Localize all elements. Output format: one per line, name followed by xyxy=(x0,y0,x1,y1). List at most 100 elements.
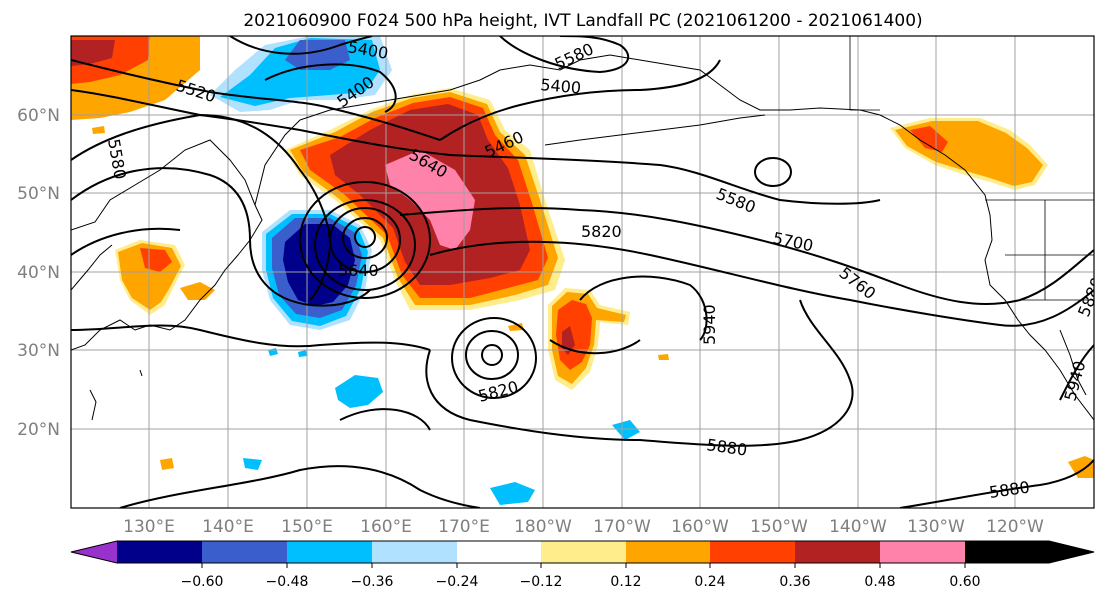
lon-label: 130°E xyxy=(123,517,175,537)
shade-sw-orange-2 xyxy=(508,323,524,331)
low-ring-4 xyxy=(314,199,417,291)
contour-5880-d xyxy=(899,459,1094,508)
shade-sub-blue-2 xyxy=(490,482,535,505)
contour-5760 xyxy=(71,227,181,256)
lon-label: 140°E xyxy=(202,517,254,537)
contour-5400-c xyxy=(499,36,630,74)
colorbar-tick-label: −0.60 xyxy=(181,574,224,590)
colorbar-cell-0 xyxy=(71,541,117,563)
shade-japan-red xyxy=(140,248,172,272)
colorbar-cell-8 xyxy=(710,541,795,563)
contour-label: 5640 xyxy=(338,261,379,280)
contour-5580-mid xyxy=(299,129,881,205)
shade-sub-blue-3 xyxy=(612,420,640,440)
colorbar-cell-4 xyxy=(372,541,457,563)
contour-5940 xyxy=(579,275,708,341)
colorbar-tick-label: 0.48 xyxy=(864,574,895,590)
colorbar-cell-1 xyxy=(117,541,202,563)
high-ring-3 xyxy=(451,317,538,399)
colorbar-tick-label: 0.36 xyxy=(779,574,810,590)
longitude-labels: 130°E 140°E 150°E 160°E 170°E 180°W 170°… xyxy=(123,517,1044,537)
colorbar-tick-label: −0.12 xyxy=(520,574,563,590)
colorbar-cell-7 xyxy=(626,541,710,563)
contour-5940-east xyxy=(1059,344,1094,401)
low-ring-2 xyxy=(342,217,389,259)
high-ring-4 xyxy=(754,157,793,187)
shade-sub-blue-4 xyxy=(243,458,262,470)
map-frame xyxy=(70,35,1095,509)
contour-5520 xyxy=(71,59,441,141)
lon-label: 160°W xyxy=(671,517,729,537)
colorbar-cell-11 xyxy=(965,541,1094,563)
shade-nw-patch xyxy=(92,126,105,134)
lon-label: 120°W xyxy=(986,517,1044,537)
lat-label: 30°N xyxy=(17,341,60,361)
map-panel: 5400 5520 5400 5580 5400 5580 5460 5640 … xyxy=(70,35,1095,509)
contour-5640 xyxy=(71,113,332,301)
lon-label: 140°W xyxy=(829,517,887,537)
contour-5820-south xyxy=(549,339,641,355)
colorbar-tick-labels: −0.60 −0.48 −0.36 −0.24 −0.12 0.12 0.24 … xyxy=(181,574,981,590)
contour-5880-a xyxy=(429,240,1094,327)
lat-label: 60°N xyxy=(17,106,60,126)
latitude-labels: 60°N 50°N 40°N 30°N 20°N xyxy=(17,106,60,440)
contour-label: 5400 xyxy=(540,75,582,97)
shade-main-pink xyxy=(385,150,475,250)
lon-label: 130°W xyxy=(907,517,965,537)
high-ring-2 xyxy=(465,330,520,380)
shade-sub-blue-1 xyxy=(335,375,383,408)
ivt-shading xyxy=(71,36,1094,505)
low-ring-3 xyxy=(329,207,402,273)
colorbar-cell-10 xyxy=(880,541,965,563)
colorbar-tick-label: 0.60 xyxy=(949,574,980,590)
colorbar-cell-9 xyxy=(795,541,880,563)
colorbar-ticks xyxy=(201,563,966,568)
colorbar-cell-5 xyxy=(457,541,541,563)
contour-label: 5940 xyxy=(700,304,719,345)
colorbar xyxy=(70,540,1095,564)
colorbar-tick-label: −0.48 xyxy=(266,574,309,590)
contour-5820-sw xyxy=(339,408,431,431)
shade-nw-darkred xyxy=(71,40,115,66)
colorbar-cell-3 xyxy=(287,541,372,563)
contour-5880-sw xyxy=(119,465,481,508)
shade-ne-red xyxy=(910,126,948,152)
lat-label: 50°N xyxy=(17,184,60,204)
lon-label: 170°W xyxy=(593,517,651,537)
lat-label: 40°N xyxy=(17,263,60,283)
low-ring-1 xyxy=(354,226,377,248)
colorbar-cell-2 xyxy=(202,541,287,563)
contour-5400-b xyxy=(264,63,397,113)
colorbar-tick-label: 0.12 xyxy=(610,574,641,590)
contour-5700 xyxy=(71,167,371,307)
lon-label: 160°E xyxy=(360,517,412,537)
high-ring-1 xyxy=(481,344,504,366)
lon-label: 180°W xyxy=(514,517,572,537)
colorbar-tick-label: 0.24 xyxy=(694,574,725,590)
lon-label: 150°W xyxy=(750,517,808,537)
colorbar-tick-label: −0.36 xyxy=(351,574,394,590)
colorbar-tick-label: −0.24 xyxy=(436,574,479,590)
contour-5880-c xyxy=(425,299,854,447)
contour-5460 xyxy=(439,59,721,141)
contour-label: 5820 xyxy=(581,222,622,241)
shade-sw-orange-3 xyxy=(658,354,669,360)
lon-label: 150°E xyxy=(281,517,333,537)
graticule xyxy=(71,36,1094,508)
low-ring-5 xyxy=(299,181,432,299)
contour-5400-a xyxy=(229,36,373,55)
height-contours xyxy=(71,36,1094,508)
contour-5820 xyxy=(399,206,1094,305)
figure-title: 2021060900 F024 500 hPa height, IVT Land… xyxy=(243,11,922,31)
shade-sub-blue-6 xyxy=(298,350,307,357)
colorbar-cell-6 xyxy=(541,541,626,563)
shade-japan-orange-small xyxy=(180,282,215,300)
coastlines xyxy=(71,54,1094,421)
contour-5880-b xyxy=(71,324,431,351)
lon-label: 170°E xyxy=(438,517,490,537)
shade-se-orange xyxy=(1068,456,1094,478)
colorbar-outline xyxy=(70,540,1095,564)
shade-sw-orange-1 xyxy=(160,458,174,470)
lat-label: 20°N xyxy=(17,420,60,440)
